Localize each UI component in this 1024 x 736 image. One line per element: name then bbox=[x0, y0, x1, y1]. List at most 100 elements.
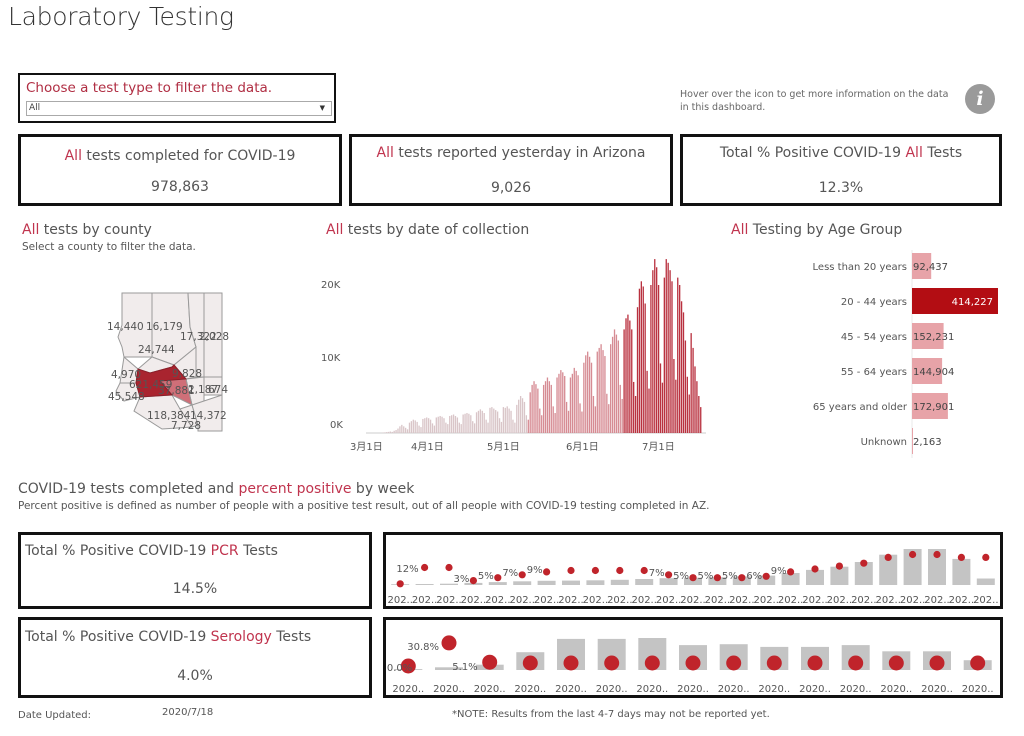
weekly-bar[interactable] bbox=[952, 558, 971, 585]
chevron-down-icon[interactable]: ▼ bbox=[319, 104, 325, 112]
age-bar[interactable] bbox=[912, 253, 932, 279]
weekly-point[interactable] bbox=[835, 562, 843, 570]
info-icon[interactable]: i bbox=[965, 84, 995, 114]
age-bar[interactable] bbox=[912, 288, 998, 314]
weekly-bar[interactable] bbox=[586, 580, 605, 585]
date-bar bbox=[590, 362, 593, 433]
weekly-point[interactable] bbox=[689, 574, 697, 582]
weekly-bar[interactable] bbox=[806, 569, 824, 585]
date-bar bbox=[671, 281, 673, 433]
date-bar bbox=[391, 431, 393, 433]
date-bar bbox=[485, 419, 487, 433]
weekly-point[interactable] bbox=[591, 566, 599, 575]
weekly-bar[interactable] bbox=[537, 580, 556, 585]
footer-note: *NOTE: Results from the last 4-7 days ma… bbox=[452, 709, 770, 720]
weekly-point[interactable] bbox=[811, 565, 819, 573]
weekly-point[interactable] bbox=[766, 655, 782, 671]
date-bar bbox=[523, 401, 526, 433]
kpi-title: All tests reported yesterday in Arizona bbox=[376, 145, 646, 161]
weekly-point[interactable] bbox=[604, 655, 620, 671]
weekly-point[interactable] bbox=[445, 563, 453, 572]
age-bar[interactable] bbox=[912, 428, 913, 454]
weekly-bar[interactable] bbox=[976, 578, 995, 586]
weekly-bar[interactable] bbox=[635, 579, 654, 585]
weekly-point[interactable] bbox=[713, 574, 721, 582]
weekly-point[interactable] bbox=[543, 568, 551, 576]
weekly-bar[interactable] bbox=[610, 579, 629, 585]
weekly-bar[interactable] bbox=[435, 667, 463, 670]
kpi-serology-positive: Total % Positive COVID-19 Serology Tests… bbox=[18, 617, 372, 698]
weekly-point[interactable] bbox=[909, 550, 917, 559]
weekly-point[interactable] bbox=[933, 550, 941, 559]
weekly-point[interactable] bbox=[469, 577, 477, 585]
weekly-point[interactable] bbox=[888, 655, 904, 671]
weekly-bar[interactable] bbox=[684, 577, 702, 585]
weekly-point[interactable] bbox=[738, 574, 746, 582]
weekly-bar[interactable] bbox=[562, 580, 580, 585]
weekly-point[interactable] bbox=[970, 655, 986, 671]
age-group-label: 20 - 44 years bbox=[841, 297, 907, 308]
date-bar bbox=[385, 432, 388, 433]
weekly-point[interactable] bbox=[482, 654, 498, 670]
weekly-bar[interactable] bbox=[440, 583, 458, 585]
weekly-point[interactable] bbox=[807, 655, 823, 671]
date-bar bbox=[669, 270, 671, 433]
data-label: 5% bbox=[722, 571, 738, 582]
date-bar bbox=[631, 329, 633, 433]
weekly-bar[interactable] bbox=[513, 581, 532, 585]
county-label: 674 bbox=[208, 384, 228, 396]
weekly-point[interactable] bbox=[665, 571, 673, 579]
age-rows: Less than 20 years 92,437 20 - 44 years 414… bbox=[813, 253, 998, 454]
weekly-point[interactable] bbox=[563, 655, 579, 671]
weekly-point[interactable] bbox=[957, 553, 966, 561]
weekly-point[interactable] bbox=[640, 566, 648, 575]
date-bar bbox=[529, 392, 531, 433]
weekly-bar[interactable] bbox=[781, 573, 800, 585]
weekly-bar[interactable] bbox=[830, 566, 849, 585]
weekly-bar[interactable] bbox=[488, 582, 507, 585]
weekly-point[interactable] bbox=[884, 553, 892, 561]
date-bar bbox=[487, 422, 489, 433]
data-label: 12% bbox=[396, 564, 418, 575]
age-bar[interactable] bbox=[912, 323, 944, 349]
weekly-point[interactable] bbox=[848, 655, 864, 671]
date-bar bbox=[562, 372, 564, 433]
weekly-point[interactable] bbox=[396, 580, 404, 588]
date-bar bbox=[625, 318, 627, 433]
weekly-point[interactable] bbox=[518, 571, 526, 579]
data-label: 6% bbox=[746, 571, 762, 582]
weekly-point[interactable] bbox=[400, 658, 416, 674]
weekly-bar[interactable] bbox=[854, 562, 873, 585]
weekly-bar[interactable] bbox=[757, 575, 776, 585]
weekly-point[interactable] bbox=[860, 559, 868, 567]
date-bar bbox=[610, 344, 612, 433]
weekly-point[interactable] bbox=[644, 655, 660, 671]
date-bar bbox=[581, 411, 583, 433]
weekly-point[interactable] bbox=[685, 655, 701, 671]
weekly-point[interactable] bbox=[494, 574, 502, 582]
weekly-point[interactable] bbox=[567, 566, 575, 575]
weekly-bar[interactable] bbox=[659, 578, 678, 585]
weekly-point[interactable] bbox=[787, 568, 795, 576]
weekly-subtitle: Percent positive is defined as number of… bbox=[18, 500, 710, 512]
weekly-point[interactable] bbox=[929, 655, 945, 671]
weekly-point[interactable] bbox=[616, 566, 624, 575]
weekly-point[interactable] bbox=[762, 572, 770, 580]
weekly-point[interactable] bbox=[421, 563, 429, 572]
age-bar[interactable] bbox=[912, 358, 943, 384]
date-bar bbox=[483, 413, 485, 433]
weekly-bar[interactable] bbox=[879, 554, 898, 585]
date-bar bbox=[644, 303, 646, 433]
weekly-point[interactable] bbox=[982, 553, 990, 561]
weekly-point[interactable] bbox=[522, 655, 538, 671]
test-type-dropdown[interactable]: All ▼ bbox=[26, 101, 332, 116]
age-bar[interactable] bbox=[912, 393, 948, 419]
weekly-bar[interactable] bbox=[903, 549, 922, 585]
date-bar bbox=[686, 376, 688, 433]
weekly-bar[interactable] bbox=[415, 584, 434, 585]
weekly-point[interactable] bbox=[726, 655, 742, 671]
weekly-point[interactable] bbox=[441, 635, 457, 651]
data-label: 5% bbox=[478, 571, 494, 582]
county-map[interactable]: 14,440 16,179 17,322 2,028 24,744 4,970 … bbox=[100, 285, 240, 435]
weekly-bar[interactable] bbox=[928, 549, 946, 585]
